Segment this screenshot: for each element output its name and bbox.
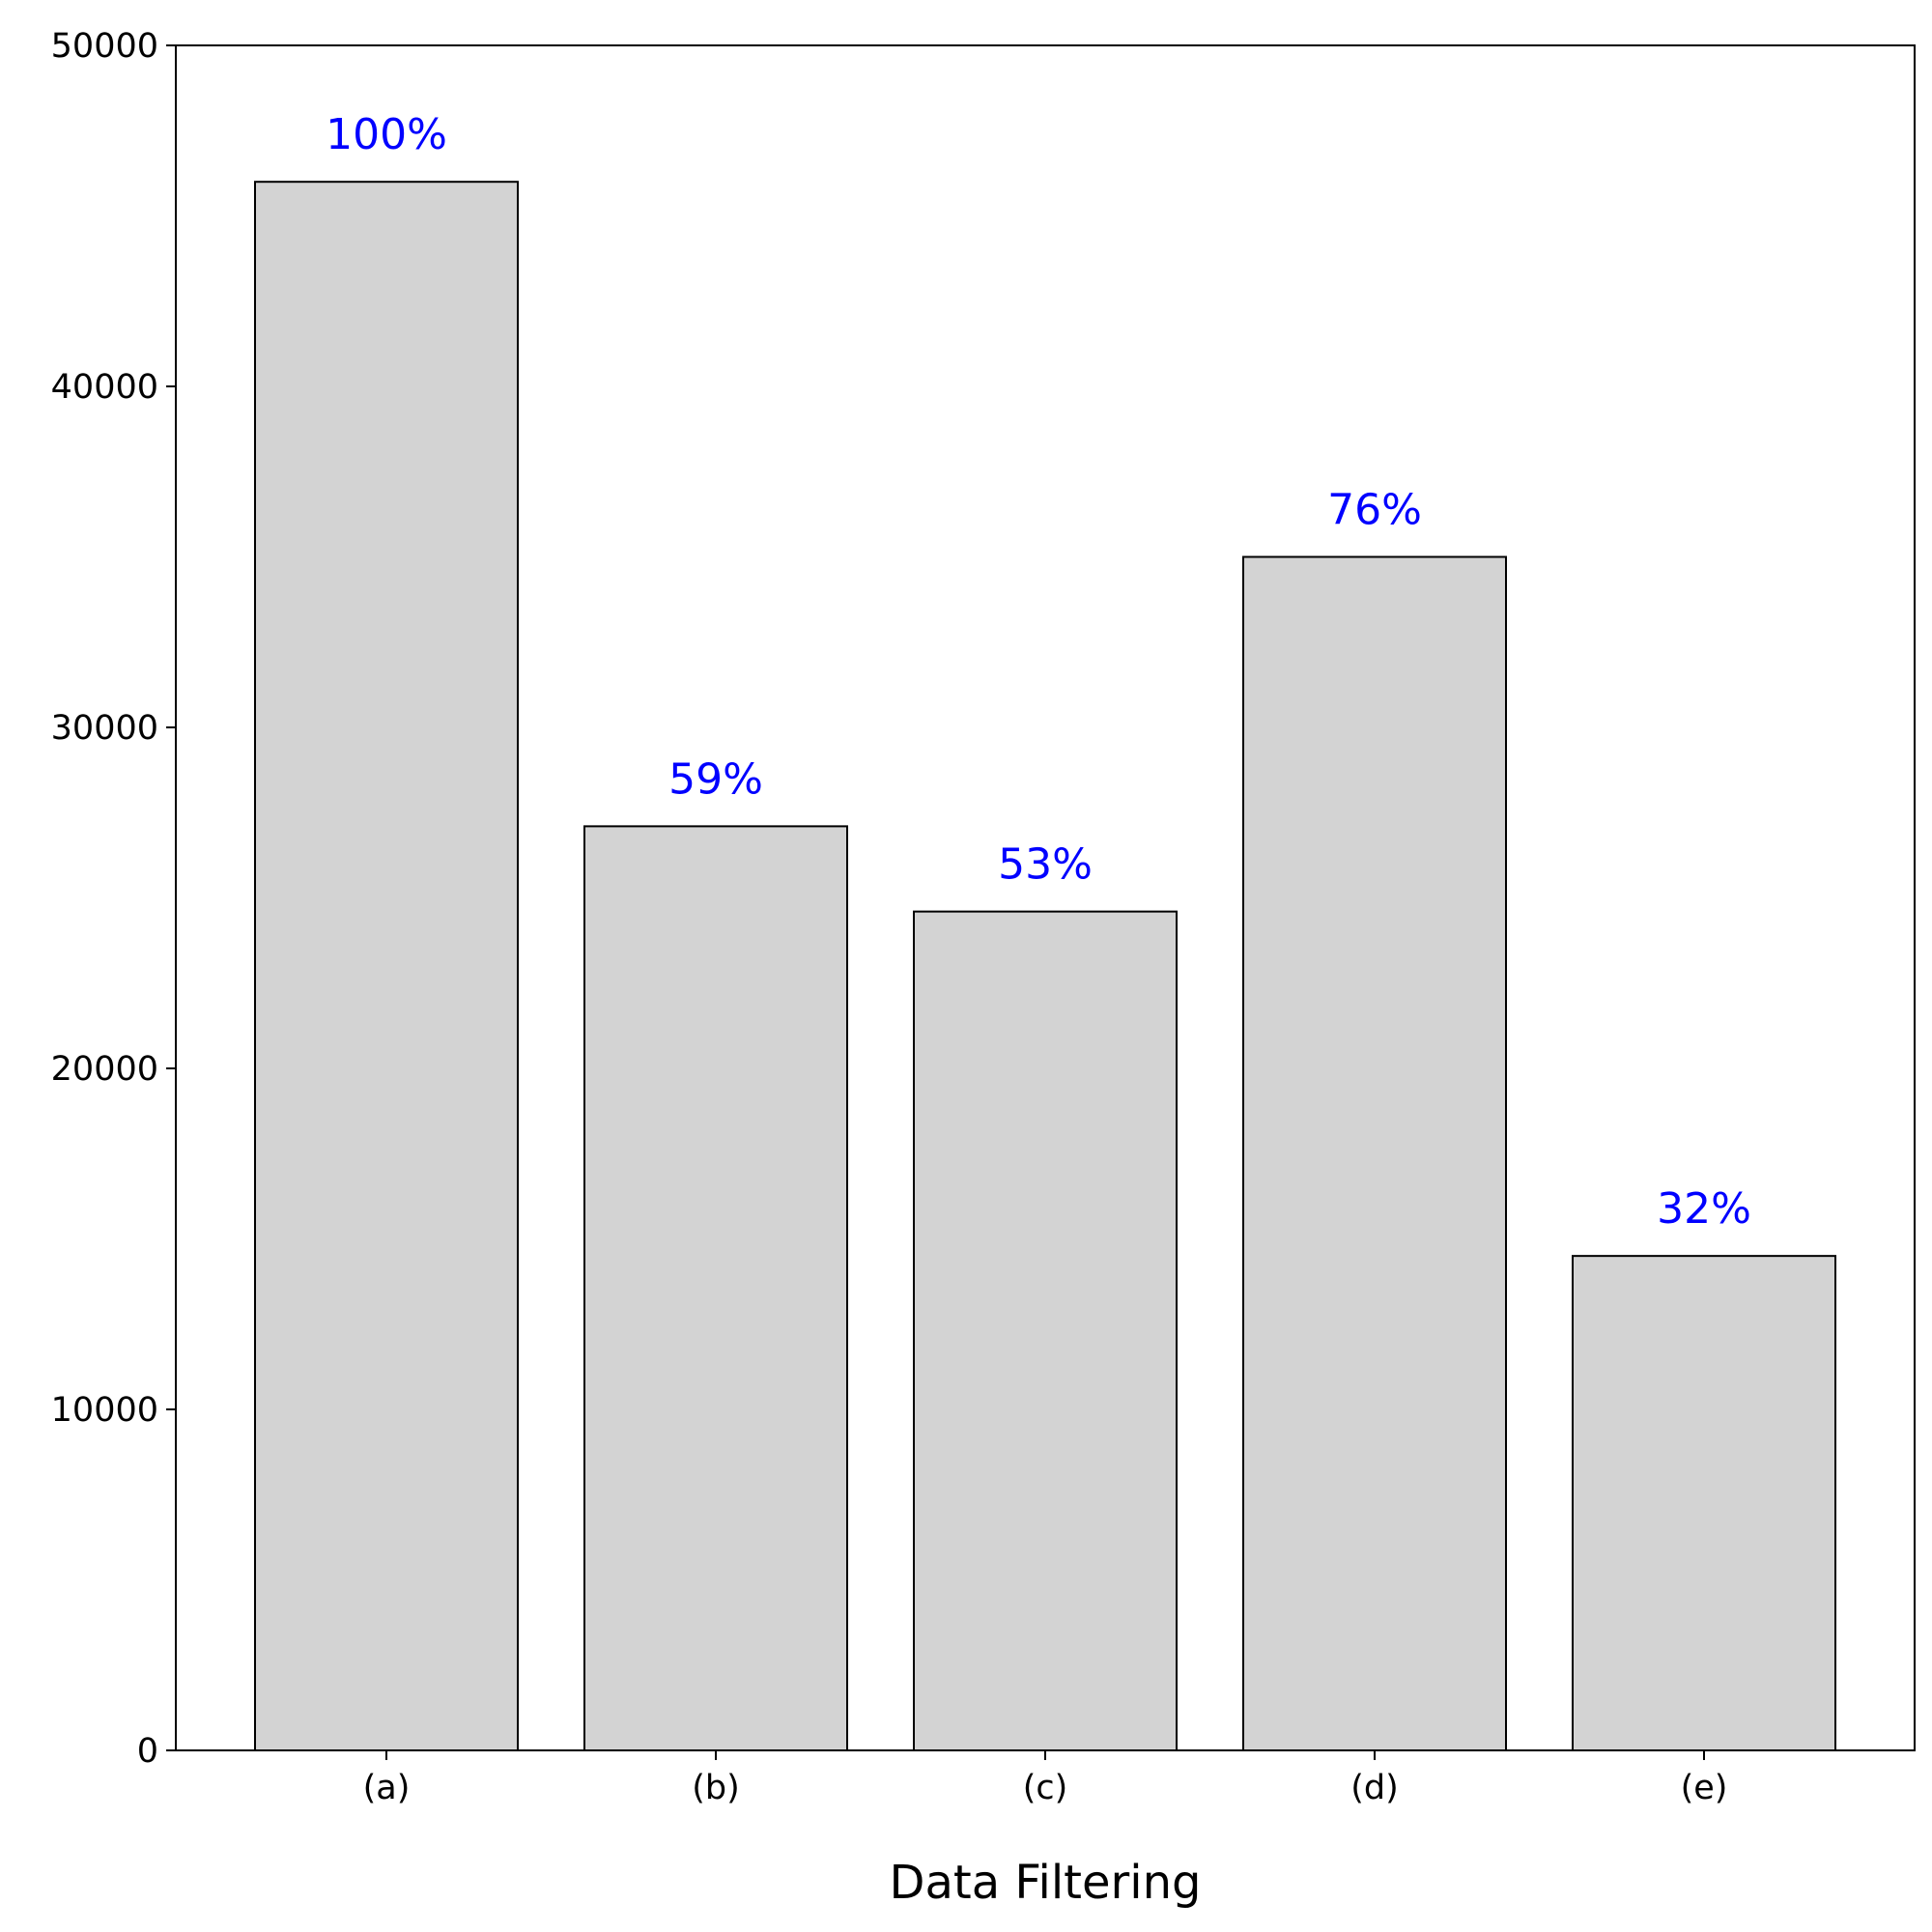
x-tick-label: (c) [1023, 1769, 1068, 1807]
bar-value-labels: 100% 59% 53% 76% 32% [326, 110, 1751, 1234]
y-tick-label: 10000 [51, 1391, 158, 1430]
y-axis-ticks: 0 10000 20000 30000 40000 50000 [51, 27, 176, 1771]
bar [1572, 1255, 1836, 1752]
bar-value-label: 76% [1327, 486, 1422, 535]
x-axis-title: Data Filtering [890, 1856, 1202, 1910]
bar [254, 181, 519, 1752]
bar [583, 825, 848, 1751]
plot-frame [175, 44, 1916, 1751]
bar-value-label: 59% [668, 754, 763, 804]
x-tick-label: (e) [1681, 1769, 1728, 1807]
y-tick-label: 30000 [51, 709, 158, 748]
x-axis-ticks: (a) (b) (c) (d) (e) [363, 1750, 1728, 1807]
y-tick-label: 0 [137, 1732, 158, 1771]
x-tick-label: (d) [1350, 1769, 1399, 1807]
x-tick-label: (a) [363, 1769, 411, 1807]
bar [1242, 555, 1507, 1751]
x-tick-label: (b) [692, 1769, 740, 1807]
y-tick-label: 20000 [51, 1050, 158, 1089]
bar-value-label: 53% [998, 840, 1093, 890]
bar-value-label: 32% [1657, 1184, 1751, 1234]
y-tick-label: 50000 [51, 27, 158, 66]
bar [913, 910, 1178, 1751]
bars [254, 181, 1836, 1752]
y-tick-label: 40000 [51, 368, 158, 407]
bar-value-label: 100% [326, 110, 447, 159]
